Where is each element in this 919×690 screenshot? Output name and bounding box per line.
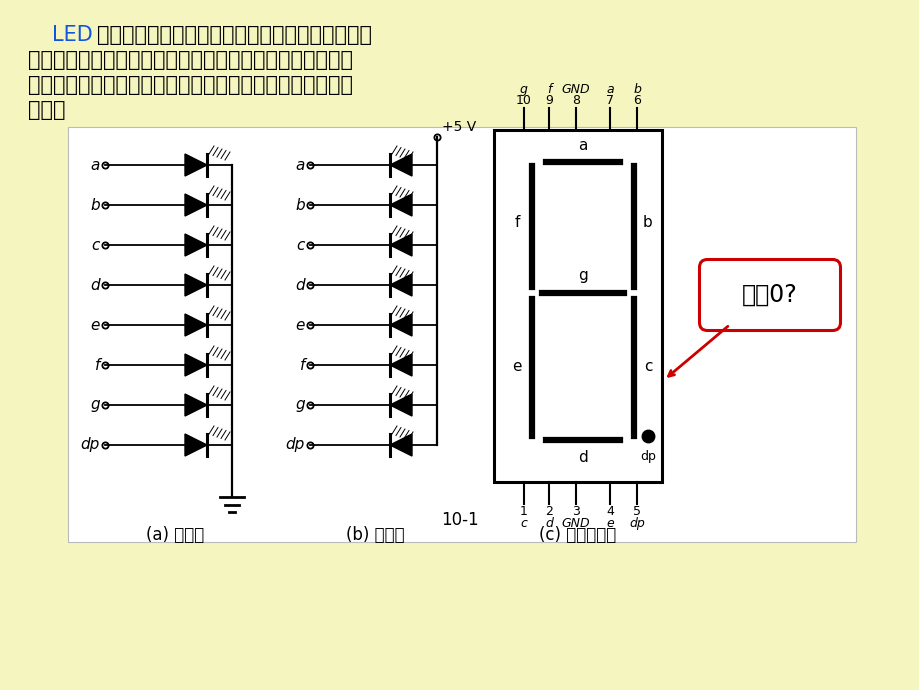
Text: 定图形，控制不同组合的二极管导通，就可以显示出不同的: 定图形，控制不同组合的二极管导通，就可以显示出不同的	[28, 75, 353, 95]
Polygon shape	[390, 314, 412, 336]
Text: c: c	[643, 359, 652, 374]
Text: 显示0?: 显示0?	[742, 283, 797, 307]
Text: g: g	[295, 397, 305, 413]
Text: GND: GND	[562, 517, 590, 530]
Polygon shape	[185, 354, 207, 376]
Polygon shape	[185, 154, 207, 176]
Text: a: a	[295, 157, 305, 172]
Text: b: b	[632, 83, 641, 96]
Text: LED: LED	[52, 25, 93, 45]
Text: d: d	[544, 517, 552, 530]
Text: f: f	[546, 83, 550, 96]
Text: GND: GND	[562, 83, 590, 96]
Text: e: e	[606, 517, 613, 530]
Text: (c) 外形及引脚: (c) 外形及引脚	[539, 526, 616, 544]
Text: 9: 9	[544, 94, 552, 107]
Text: g: g	[90, 397, 100, 413]
Text: (a) 共阴极: (a) 共阴极	[146, 526, 204, 544]
Text: d: d	[577, 450, 587, 465]
Polygon shape	[390, 234, 412, 256]
Polygon shape	[185, 314, 207, 336]
Polygon shape	[390, 434, 412, 456]
Text: a: a	[91, 157, 100, 172]
Text: (b) 共阳极: (b) 共阳极	[346, 526, 403, 544]
Polygon shape	[185, 394, 207, 416]
Text: e: e	[512, 359, 521, 374]
Polygon shape	[390, 354, 412, 376]
Text: c: c	[296, 237, 305, 253]
Text: 8: 8	[572, 94, 579, 107]
Text: 字形。: 字形。	[28, 100, 65, 120]
Text: 4: 4	[606, 505, 613, 518]
Polygon shape	[390, 154, 412, 176]
Text: dp: dp	[286, 437, 305, 453]
Text: 6: 6	[632, 94, 641, 107]
Text: 3: 3	[572, 505, 579, 518]
Text: 10: 10	[516, 94, 531, 107]
Text: a: a	[578, 138, 587, 153]
Polygon shape	[185, 274, 207, 296]
Text: f: f	[300, 357, 305, 373]
Text: d: d	[295, 277, 305, 293]
Polygon shape	[390, 194, 412, 216]
Text: g: g	[577, 268, 587, 283]
FancyBboxPatch shape	[698, 259, 840, 331]
Text: 二极管导通时，相应的点或线段发光，将这些二极管排成一: 二极管导通时，相应的点或线段发光，将这些二极管排成一	[28, 50, 353, 70]
Text: dp: dp	[640, 450, 655, 463]
Polygon shape	[185, 194, 207, 216]
Bar	[494, 130, 662, 482]
Text: 2: 2	[544, 505, 552, 518]
Text: a: a	[606, 83, 613, 96]
Text: +5 V: +5 V	[441, 120, 476, 134]
Text: dp: dp	[81, 437, 100, 453]
Text: 5: 5	[632, 505, 641, 518]
Text: c: c	[92, 237, 100, 253]
Text: dp: dp	[629, 517, 644, 530]
Text: 1: 1	[519, 505, 528, 518]
Bar	[68, 127, 855, 542]
Text: 数码显示器是由若干个发光二极管组成的，当发光: 数码显示器是由若干个发光二极管组成的，当发光	[96, 25, 371, 45]
Text: f: f	[95, 357, 100, 373]
Text: b: b	[295, 197, 305, 213]
Text: 7: 7	[606, 94, 613, 107]
Polygon shape	[185, 234, 207, 256]
Text: e: e	[91, 317, 100, 333]
Text: b: b	[90, 197, 100, 213]
Polygon shape	[390, 274, 412, 296]
Polygon shape	[390, 394, 412, 416]
Text: d: d	[90, 277, 100, 293]
Text: g: g	[519, 83, 528, 96]
Text: b: b	[642, 215, 652, 230]
Text: 10-1: 10-1	[441, 511, 478, 529]
Polygon shape	[185, 434, 207, 456]
Text: f: f	[514, 215, 519, 230]
Text: e: e	[295, 317, 305, 333]
Text: c: c	[520, 517, 527, 530]
